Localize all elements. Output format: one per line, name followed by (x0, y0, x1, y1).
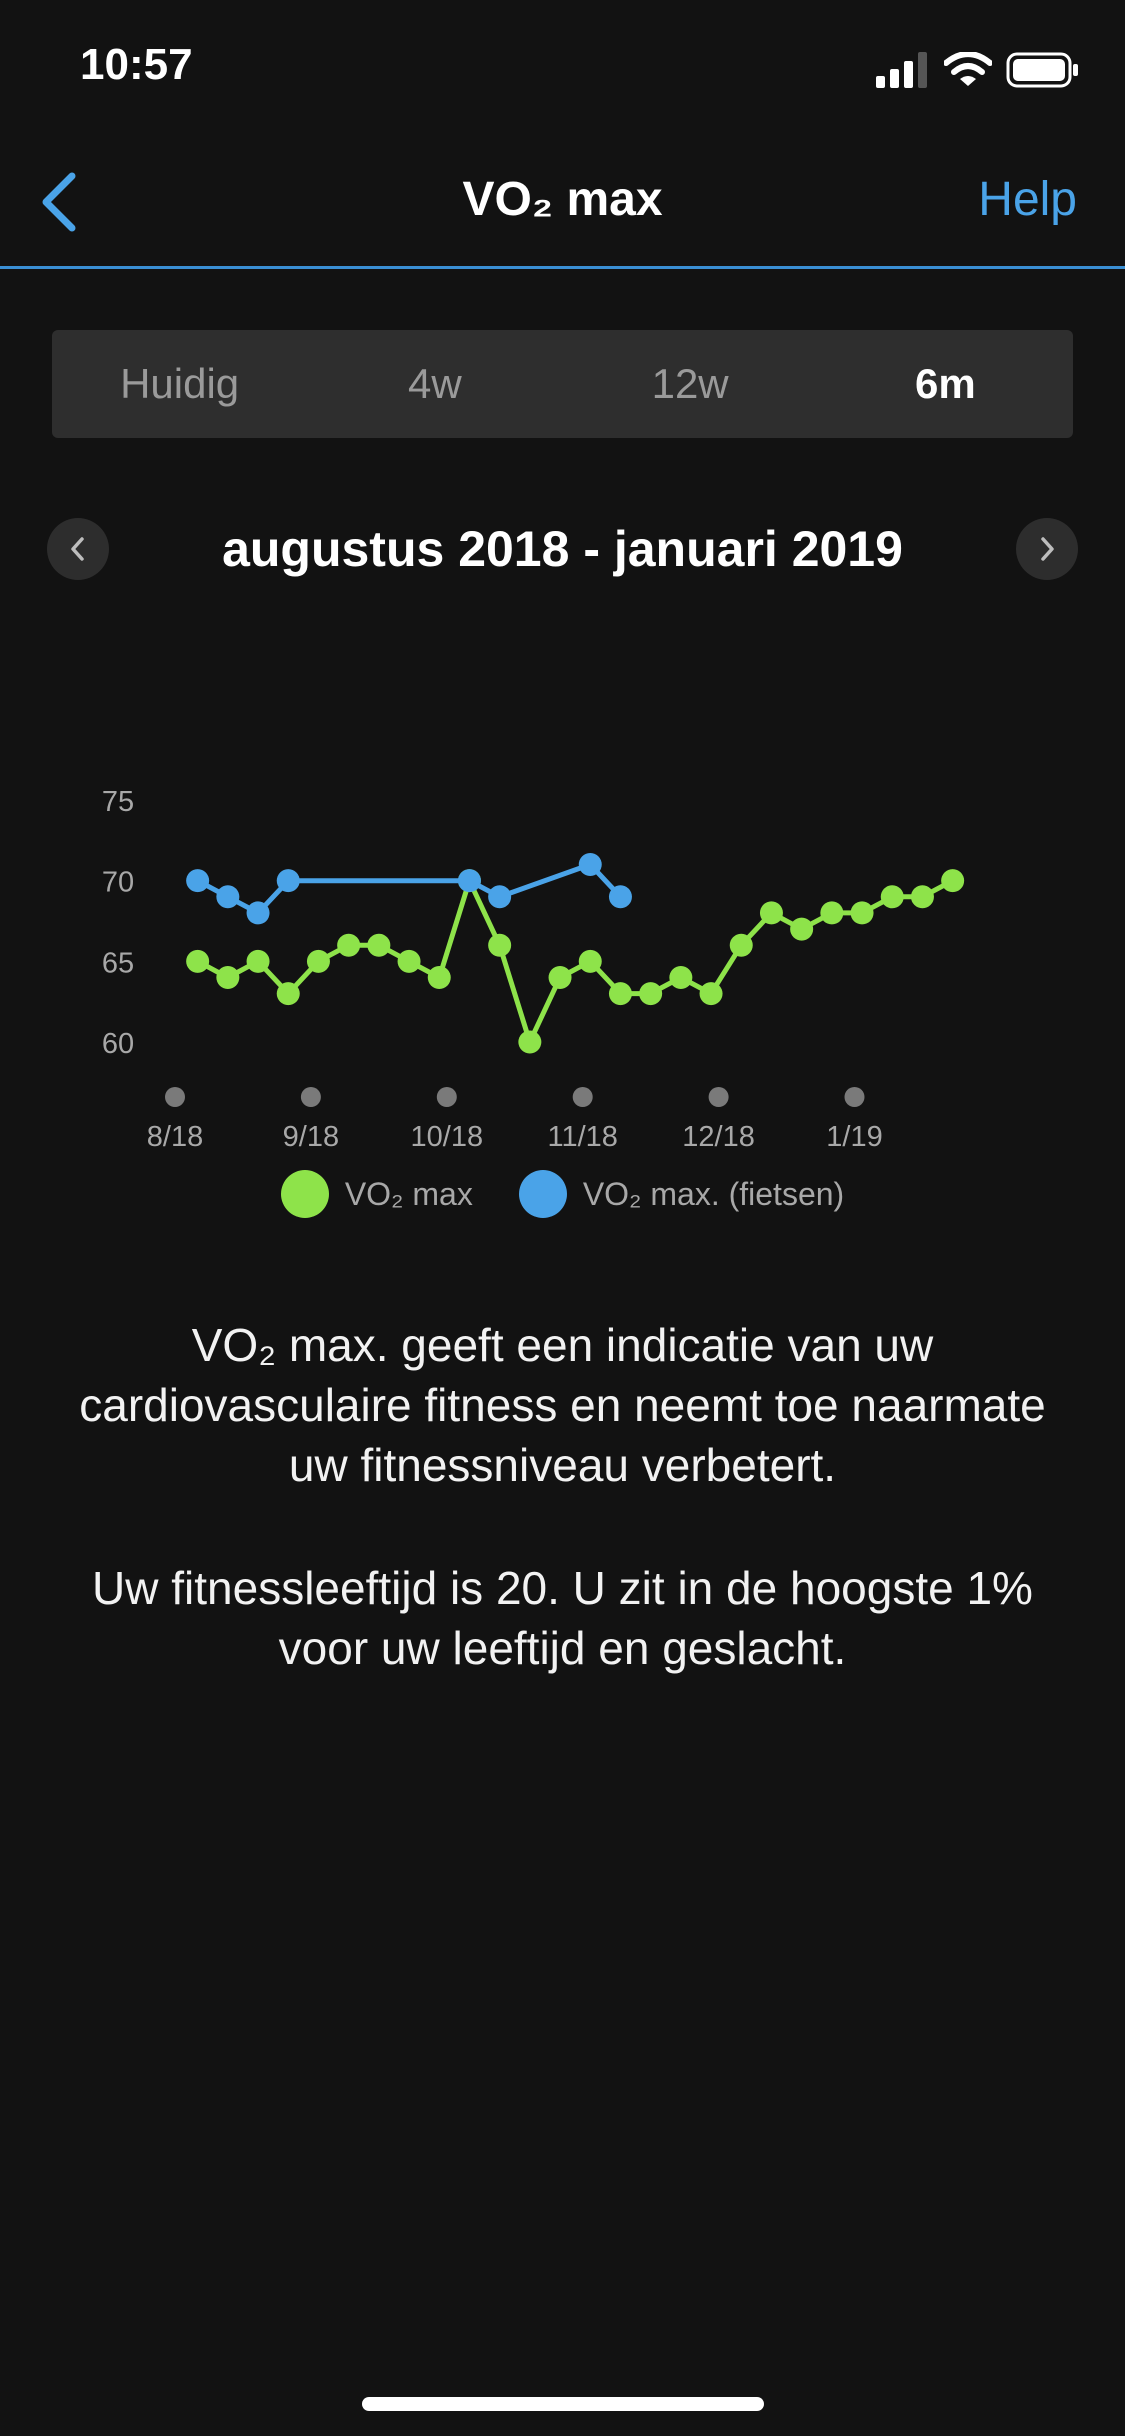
data-point-vo2 (367, 933, 391, 957)
data-point-vo2 (759, 901, 783, 925)
data-point-vo2 (548, 965, 572, 989)
data-point-vo2 (608, 982, 632, 1006)
back-button[interactable] (18, 162, 98, 242)
wifi-icon (944, 52, 992, 86)
legend-label-vo2: VO₂ max (344, 1175, 473, 1212)
data-point-vo2-cycling (216, 885, 240, 909)
legend-item-vo2-cycling: VO₂ max. (fietsen) (518, 1170, 845, 1218)
x-tick-label: 11/18 (547, 1121, 617, 1153)
data-point-vo2-cycling (608, 885, 632, 909)
data-point-vo2 (820, 901, 844, 925)
tab-huidig[interactable]: Huidig (120, 360, 240, 407)
chevron-right-icon (1041, 537, 1054, 561)
data-point-vo2 (910, 885, 934, 909)
x-tick-label: 1/19 (826, 1121, 882, 1153)
status-bar: 10:57 (0, 0, 1125, 140)
tab-6m[interactable]: 6m (915, 360, 976, 407)
data-point-vo2 (488, 933, 512, 957)
data-point-vo2-cycling (246, 901, 270, 925)
nav-bar: VO₂ max Help (0, 140, 1125, 269)
data-point-vo2-cycling (457, 869, 481, 893)
x-tick-label: 12/18 (682, 1121, 755, 1153)
period-label: augustus 2018 - januari 2019 (222, 521, 903, 577)
data-point-vo2 (850, 901, 874, 925)
chart-legend: VO₂ max VO₂ max. (fietsen) (0, 1168, 1125, 1220)
status-time: 10:57 (80, 40, 193, 89)
x-tick-label: 9/18 (283, 1121, 339, 1153)
x-tick-label: 8/18 (147, 1121, 203, 1153)
help-button[interactable]: Help (978, 173, 1077, 226)
data-point-vo2-cycling (578, 853, 602, 877)
data-point-vo2 (941, 869, 965, 893)
x-tick-dot (708, 1087, 729, 1107)
data-point-vo2 (186, 949, 210, 973)
range-segmented-control: Huidig 4w 12w 6m (52, 330, 1073, 438)
battery-icon (1006, 52, 1078, 88)
data-point-vo2 (397, 949, 421, 973)
data-point-vo2 (790, 917, 814, 941)
previous-period-button[interactable] (47, 518, 109, 580)
page-title: VO₂ max (462, 173, 663, 226)
tab-12w[interactable]: 12w (651, 360, 729, 407)
next-period-button[interactable] (1016, 518, 1078, 580)
data-point-vo2 (729, 933, 753, 957)
fitness-age-text: Uw fitnessleeftijd is 20. U zit in de ho… (92, 1562, 1033, 1674)
data-point-vo2-cycling (186, 869, 210, 893)
data-point-vo2 (276, 982, 300, 1006)
data-point-vo2-cycling (488, 885, 512, 909)
data-point-vo2 (880, 885, 904, 909)
data-point-vo2 (518, 1030, 542, 1054)
x-tick-label: 10/18 (411, 1121, 484, 1153)
data-point-vo2 (427, 965, 451, 989)
signal-icon (876, 52, 927, 88)
x-tick-dot (300, 1087, 321, 1107)
y-tick-label: 70 (102, 867, 134, 899)
legend-dot-vo2-cycling (518, 1170, 567, 1218)
chevron-left-icon (71, 537, 84, 561)
data-point-vo2-cycling (276, 869, 300, 893)
y-tick-label: 65 (102, 947, 134, 979)
period-selector: augustus 2018 - januari 2019 (0, 500, 1125, 600)
y-tick-label: 75 (102, 786, 134, 818)
tab-4w[interactable]: 4w (408, 360, 462, 407)
data-point-vo2 (578, 949, 602, 973)
chevron-left-icon (42, 172, 76, 232)
data-point-vo2 (216, 965, 240, 989)
x-tick-dot (572, 1087, 593, 1107)
legend-dot-vo2 (280, 1170, 329, 1218)
y-tick-label: 60 (102, 1028, 134, 1060)
data-point-vo2 (669, 965, 693, 989)
data-point-vo2 (639, 982, 663, 1006)
legend-label-vo2-cycling: VO₂ max. (fietsen) (582, 1175, 845, 1212)
home-indicator (362, 2397, 764, 2411)
data-point-vo2 (337, 933, 361, 957)
status-icons (876, 48, 1080, 92)
data-point-vo2 (306, 949, 330, 973)
vo2-chart: 60 65 70 75 8/18 9/18 10/18 11/18 12/18 1/19 (102, 786, 965, 1153)
x-tick-dot (844, 1087, 865, 1107)
x-tick-dot (165, 1087, 185, 1107)
data-point-vo2 (699, 982, 723, 1006)
x-tick-dot (436, 1087, 457, 1107)
data-point-vo2 (246, 949, 270, 973)
legend-item-vo2: VO₂ max (280, 1170, 473, 1218)
vo2-description: VO₂ max. geeft een indicatie van uw card… (79, 1319, 1046, 1491)
